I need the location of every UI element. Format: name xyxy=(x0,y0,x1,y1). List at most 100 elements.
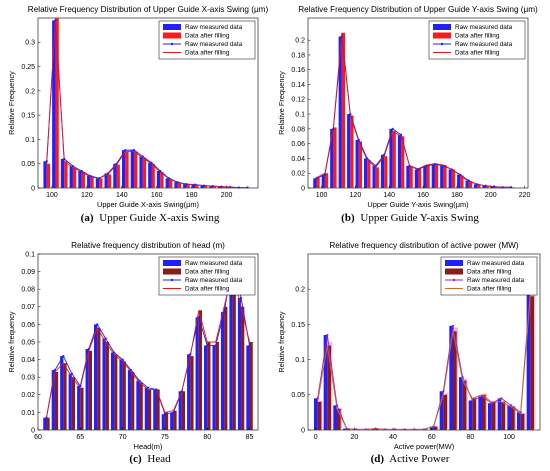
panel-d-bar-raw xyxy=(497,398,502,430)
panel-b-bar-fill xyxy=(477,184,481,188)
panel-b-bar-raw xyxy=(406,165,410,188)
panel-b-point-raw xyxy=(433,163,437,166)
panel-a-point-raw xyxy=(185,183,188,186)
panel-b-bar-fill xyxy=(460,175,464,188)
panel-b-point-raw xyxy=(357,138,360,142)
panel-b-bar-raw xyxy=(380,154,385,188)
panel-d: Relative frequency distribution of activ… xyxy=(277,241,541,465)
panel-b-legend-label: Data after filling xyxy=(455,33,500,40)
panel-a-point-raw xyxy=(211,184,214,188)
panel-c-y-tick-label: 0.1 xyxy=(25,251,35,258)
panel-b-bar-fill xyxy=(409,165,413,188)
panel-b-y-tick-label: 0.04 xyxy=(291,156,305,163)
panel-c-ylabel: Relative frequency xyxy=(7,311,16,373)
panel-d-bar-fill xyxy=(327,345,332,430)
panel-b-bar-raw xyxy=(499,187,503,188)
panel-d-legend-swatch xyxy=(445,260,463,266)
panel-b-bar-fill xyxy=(494,186,498,188)
panel-c-bar-raw xyxy=(119,359,123,430)
panel-d-bar-raw xyxy=(526,289,531,430)
panel-a-bar-raw xyxy=(43,161,47,188)
panel-b-bar-fill xyxy=(451,169,456,188)
panel-a-x-tick-label: 120 xyxy=(81,192,93,199)
panel-c-point-raw xyxy=(138,379,141,382)
panel-c-bar-fill xyxy=(241,306,245,430)
panel-c-bar-raw xyxy=(94,324,98,430)
panel-d-bar-fill xyxy=(472,398,477,430)
panel-c-legend-marker xyxy=(170,278,174,282)
panel-c-bar-raw xyxy=(85,349,89,430)
panel-c-point-raw xyxy=(129,369,133,372)
panel-b-ylabel: Relative Frequency xyxy=(277,71,286,135)
panel-a-bar-raw xyxy=(226,187,231,188)
panel-d-bar-fill xyxy=(366,429,370,430)
panel-b-x-tick-label: 220 xyxy=(519,192,531,199)
panel-c-bar-fill xyxy=(63,363,67,430)
panel-c-point-raw xyxy=(87,347,90,351)
panel-b-point-raw xyxy=(509,186,513,189)
panel-d-x-tick-label: 20 xyxy=(351,434,359,441)
panel-a-bar-raw xyxy=(113,163,117,188)
panel-a-point-raw xyxy=(71,165,75,168)
panel-b-bar-raw xyxy=(397,134,402,188)
panel-a-point-raw xyxy=(80,169,83,173)
panel-a-y-tick-label: 0.25 xyxy=(21,64,35,71)
panel-b-bar-fill xyxy=(333,127,337,188)
panel-a-x-tick-label: 200 xyxy=(221,192,233,199)
panel-b-bar-fill xyxy=(324,173,329,188)
panel-a-bar-fill xyxy=(186,184,190,188)
panel-d-legend-label: Data after filling xyxy=(467,269,512,276)
panel-c-bar-raw xyxy=(204,345,208,430)
panel-a-bar-raw xyxy=(156,171,161,188)
panel-d-bar-fill xyxy=(453,331,457,430)
panel-a-bar-raw xyxy=(174,182,178,188)
panel-a-bar-raw xyxy=(52,20,56,188)
panel-c-x-tick-label: 85 xyxy=(246,434,254,441)
panel-b-legend-marker xyxy=(440,42,444,46)
panel-b: Relative Frequency Distribution of Upper… xyxy=(277,5,538,224)
panel-a-point-raw xyxy=(89,174,92,177)
panel-c-bar-fill xyxy=(198,310,202,430)
panel-b-bar-fill xyxy=(341,32,346,188)
panel-b-point-raw xyxy=(442,164,445,167)
panel-d-point-raw xyxy=(335,404,339,407)
panel-d-bar-fill xyxy=(482,394,486,430)
panel-d-point-raw xyxy=(461,376,464,379)
panel-c-bar-fill xyxy=(54,371,59,430)
panel-c-y-tick-label: 0.02 xyxy=(21,392,35,399)
panel-b-point-raw xyxy=(383,153,386,156)
panel-a-point-raw xyxy=(246,186,249,189)
panel-c-bar-raw xyxy=(161,414,165,430)
panel-b-point-raw xyxy=(484,184,487,187)
panel-a-bar-fill xyxy=(177,182,181,188)
panel-a-bar-fill xyxy=(64,161,68,188)
panel-b-point-raw xyxy=(349,112,352,116)
panel-a-x-tick-label: 180 xyxy=(186,192,198,199)
panel-a-bar-fill xyxy=(160,171,164,188)
panel-c-bar-raw xyxy=(51,370,55,430)
panel-d-x-tick-label: 40 xyxy=(389,434,397,441)
panel-c-bar-raw xyxy=(237,298,242,430)
panel-c-bar-fill xyxy=(80,387,84,430)
panel-c-bar-raw xyxy=(144,387,148,430)
panel-d-bar-raw xyxy=(381,429,386,430)
panel-b-bar-raw xyxy=(389,128,393,188)
panel-d-point-raw xyxy=(519,411,522,414)
panel-b-bar-raw xyxy=(364,158,368,188)
panel-d-y-tick-label: 0.2 xyxy=(295,287,305,294)
panel-c-bar-fill xyxy=(164,412,169,430)
panel-c-bar-raw xyxy=(220,312,225,430)
panel-b-bar-raw xyxy=(465,180,469,188)
panel-d-bar-fill xyxy=(491,401,496,430)
panel-d-point-raw xyxy=(509,404,513,407)
panel-c-bar-fill xyxy=(249,342,253,430)
panel-a-bar-fill xyxy=(168,178,173,188)
panel-d-bar-raw xyxy=(458,377,463,430)
panel-d-bar-raw xyxy=(333,405,337,430)
panel-a-bar-fill xyxy=(90,176,94,188)
panel-b-y-tick-label: 0.16 xyxy=(291,67,305,74)
panel-b-point-raw xyxy=(467,179,470,182)
panel-a-bar-raw xyxy=(104,173,108,188)
panel-d-caption: (d) Active Power xyxy=(371,453,450,465)
panel-d-bar-raw xyxy=(478,396,482,430)
